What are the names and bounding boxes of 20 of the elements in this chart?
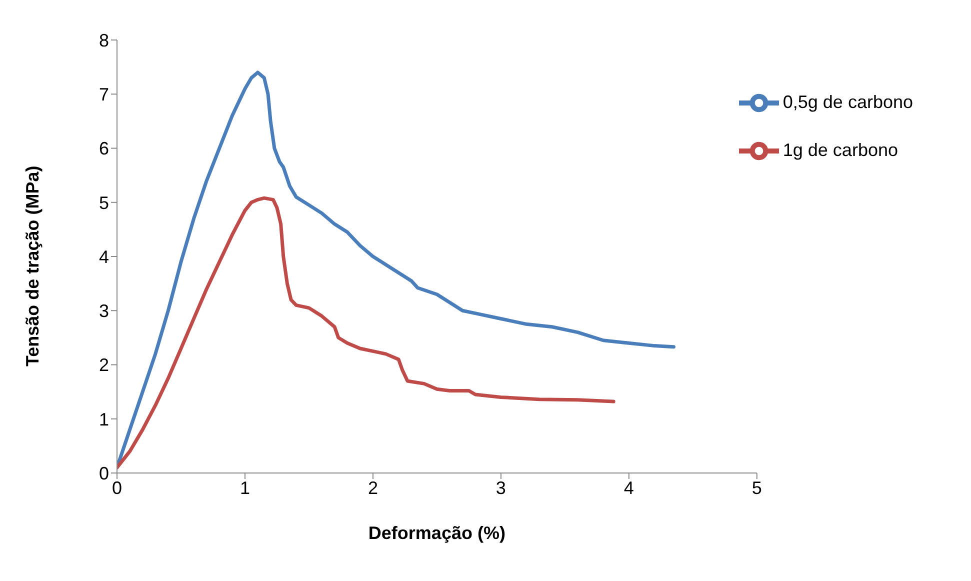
x-tick-label: 2	[368, 478, 378, 498]
y-tick-label: 4	[98, 246, 109, 267]
line-series	[117, 196, 616, 470]
y-tick-label: 5	[98, 192, 109, 213]
x-tick-label: 1	[240, 478, 250, 498]
x-tick-label: 0	[112, 478, 122, 498]
x-tick-label: 3	[496, 478, 506, 498]
x-axis-title: Deformação (%)	[368, 523, 506, 543]
y-tick-label: 3	[98, 301, 109, 322]
y-axis-title: Tensão de tração (MPa)	[22, 166, 42, 366]
x-tick-label: 5	[752, 478, 762, 498]
y-tick-label: 1	[98, 409, 109, 430]
y-tick-label: 2	[98, 355, 109, 376]
y-tick-label: 6	[98, 138, 109, 159]
y-tick-label: 0	[98, 463, 109, 484]
x-tick-label: 4	[624, 478, 634, 498]
y-tick-label: 8	[98, 30, 109, 50]
legend-label: 1g de carbono	[782, 140, 898, 160]
y-tick-label: 7	[98, 84, 109, 105]
legend-label: 0,5g de carbono	[782, 92, 913, 112]
